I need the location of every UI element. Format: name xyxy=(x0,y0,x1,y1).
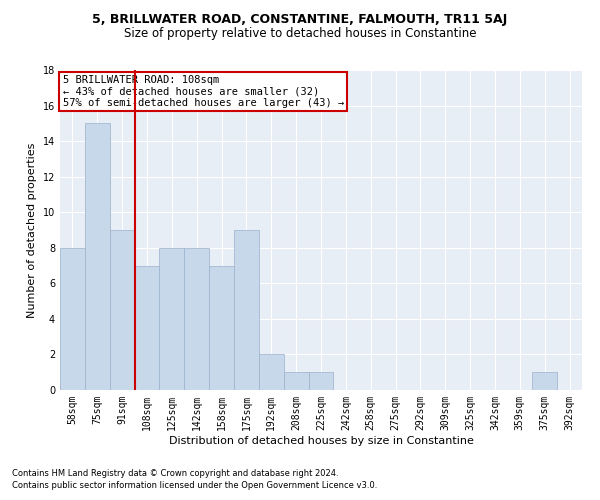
Bar xyxy=(85,124,110,390)
Text: Contains public sector information licensed under the Open Government Licence v3: Contains public sector information licen… xyxy=(12,481,377,490)
Bar xyxy=(160,248,184,390)
X-axis label: Distribution of detached houses by size in Constantine: Distribution of detached houses by size … xyxy=(169,436,473,446)
Bar xyxy=(134,266,160,390)
Bar xyxy=(234,230,259,390)
Bar xyxy=(259,354,284,390)
Bar xyxy=(308,372,334,390)
Bar xyxy=(60,248,85,390)
Y-axis label: Number of detached properties: Number of detached properties xyxy=(27,142,37,318)
Text: Contains HM Land Registry data © Crown copyright and database right 2024.: Contains HM Land Registry data © Crown c… xyxy=(12,468,338,477)
Bar xyxy=(110,230,134,390)
Bar xyxy=(209,266,234,390)
Text: 5, BRILLWATER ROAD, CONSTANTINE, FALMOUTH, TR11 5AJ: 5, BRILLWATER ROAD, CONSTANTINE, FALMOUT… xyxy=(92,12,508,26)
Bar xyxy=(284,372,308,390)
Bar xyxy=(184,248,209,390)
Text: 5 BRILLWATER ROAD: 108sqm
← 43% of detached houses are smaller (32)
57% of semi-: 5 BRILLWATER ROAD: 108sqm ← 43% of detac… xyxy=(62,75,344,108)
Bar xyxy=(532,372,557,390)
Text: Size of property relative to detached houses in Constantine: Size of property relative to detached ho… xyxy=(124,28,476,40)
